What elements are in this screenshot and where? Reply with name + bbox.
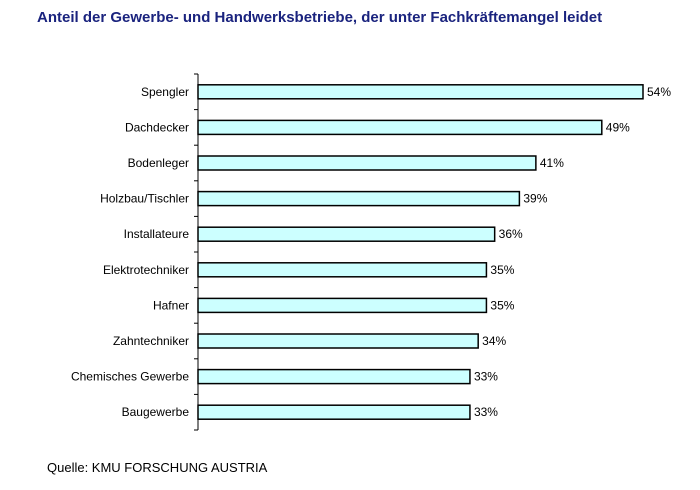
category-label: Zahntechniker <box>113 334 189 348</box>
value-label: 35% <box>490 263 514 277</box>
value-label: 39% <box>523 192 547 206</box>
bar <box>197 190 521 207</box>
category-labels: Spengler Dachdecker Bodenleger Holzbau/Tisc… <box>71 85 189 419</box>
bar <box>197 84 644 100</box>
source-note: Quelle: KMU FORSCHUNG AUSTRIA <box>47 460 268 475</box>
bar <box>197 368 471 385</box>
category-label: Bodenleger <box>128 156 189 170</box>
value-labels: 54% 49% 41% 39% 36% 35% 35% 34% 33% 33% <box>474 85 671 419</box>
category-label: Installateure <box>124 227 190 241</box>
value-label: 36% <box>499 227 523 241</box>
bar <box>197 119 603 136</box>
value-label: 33% <box>474 405 498 419</box>
category-label: Chemisches Gewerbe <box>71 370 189 384</box>
value-label: 35% <box>490 298 514 312</box>
y-axis-ticks <box>194 73 198 431</box>
value-label: 34% <box>482 334 506 348</box>
chart-title: Anteil der Gewerbe- und Handwerksbetrieb… <box>37 9 603 26</box>
bar <box>197 333 479 349</box>
bar <box>197 404 471 420</box>
category-label: Baugewerbe <box>122 405 190 419</box>
category-label: Dachdecker <box>125 120 189 134</box>
category-label: Holzbau/Tischler <box>100 192 189 206</box>
category-label: Hafner <box>153 298 189 312</box>
bar <box>197 262 488 278</box>
value-label: 54% <box>647 85 671 99</box>
bars-layer <box>197 84 644 420</box>
category-label: Spengler <box>141 85 189 99</box>
bar <box>197 226 496 242</box>
value-label: 33% <box>474 370 498 384</box>
bar <box>197 297 488 314</box>
value-label: 49% <box>606 120 630 134</box>
value-label: 41% <box>540 156 564 170</box>
bar <box>197 155 537 171</box>
category-label: Elektrotechniker <box>103 263 189 277</box>
